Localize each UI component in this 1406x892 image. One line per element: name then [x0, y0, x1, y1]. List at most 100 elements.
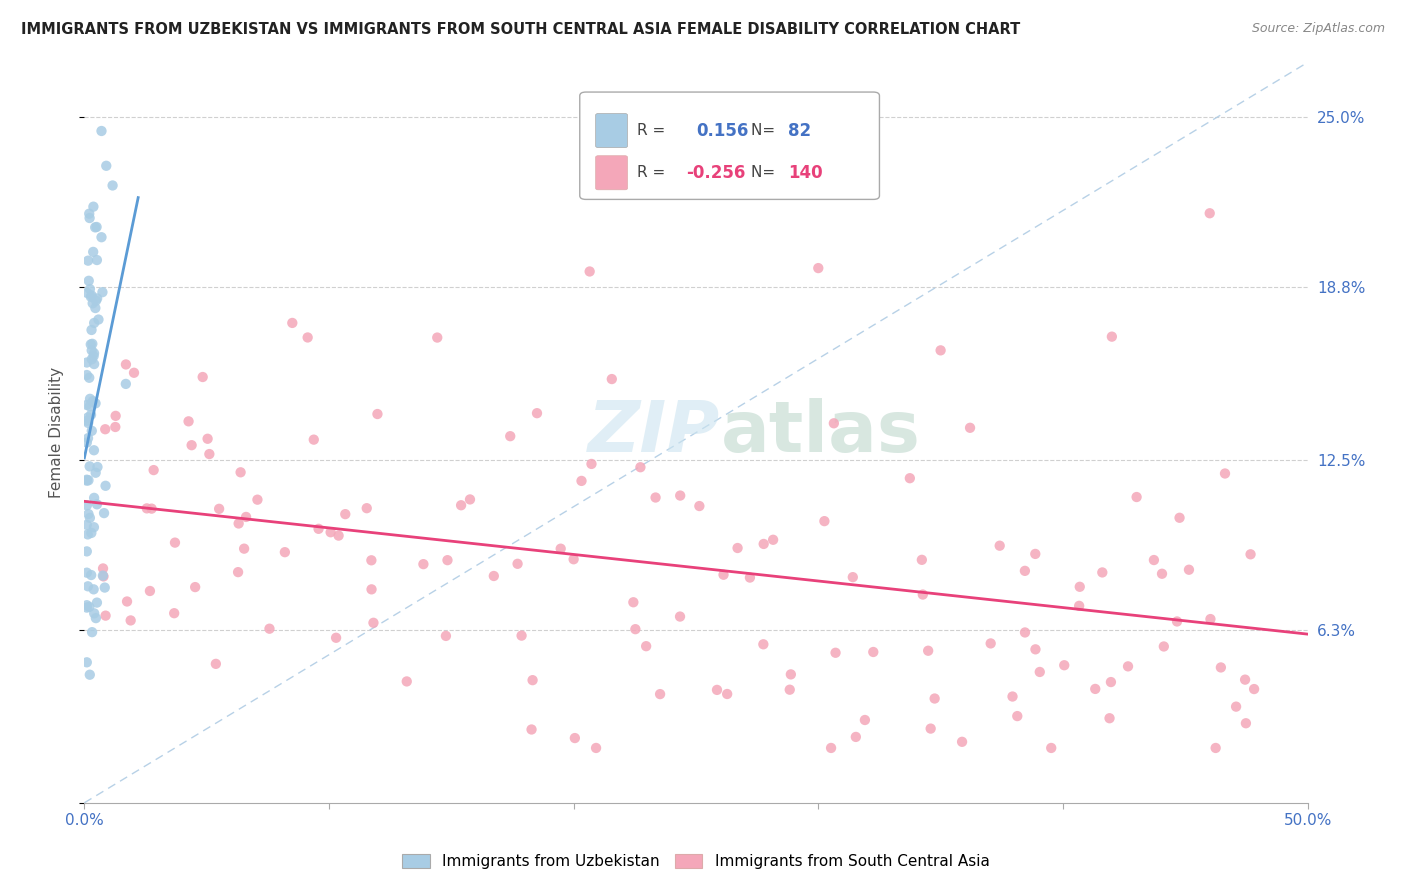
Point	[80, 337, 103, 351]
Point	[80, 568, 103, 582]
Point	[706, 682, 728, 697]
Point	[233, 541, 256, 556]
Point	[1205, 741, 1227, 756]
Point	[76, 398, 98, 412]
Point	[191, 370, 214, 384]
Point	[727, 541, 749, 555]
Point	[76, 435, 98, 450]
Point	[898, 471, 921, 485]
Point	[205, 657, 228, 671]
Point	[79, 459, 101, 474]
Point	[1024, 642, 1046, 657]
Point	[1069, 599, 1091, 613]
Point	[139, 584, 162, 599]
Point	[228, 516, 250, 531]
Point	[853, 713, 876, 727]
Point	[77, 416, 100, 430]
Point	[83, 316, 105, 330]
Point	[325, 631, 347, 645]
Point	[688, 499, 710, 513]
Point	[752, 637, 775, 651]
Point	[80, 525, 103, 540]
Point	[82, 336, 104, 351]
Point	[86, 596, 108, 610]
Point	[77, 253, 100, 268]
Point	[1225, 699, 1247, 714]
Point	[648, 687, 671, 701]
Point	[79, 282, 101, 296]
Point	[950, 735, 973, 749]
Point	[76, 498, 98, 512]
Point	[80, 408, 103, 422]
Point	[807, 261, 830, 276]
Point	[1213, 467, 1236, 481]
Point	[1029, 665, 1052, 679]
Text: IMMIGRANTS FROM UZBEKISTAN VS IMMIGRANTS FROM SOUTH CENTRAL ASIA FEMALE DISABILI: IMMIGRANTS FROM UZBEKISTAN VS IMMIGRANTS…	[21, 22, 1021, 37]
Point	[76, 285, 98, 300]
Point	[1166, 615, 1188, 629]
Point	[360, 553, 382, 567]
Point	[86, 460, 108, 475]
Text: ZIP: ZIP	[588, 398, 720, 467]
Point	[77, 274, 100, 288]
Point	[114, 376, 136, 391]
Point	[1209, 660, 1232, 674]
Point	[1101, 329, 1123, 343]
Point	[79, 211, 101, 225]
Point	[101, 178, 124, 193]
Point	[83, 607, 105, 621]
Point	[91, 285, 114, 300]
Point	[104, 409, 127, 423]
Point	[163, 535, 186, 549]
Point	[76, 414, 98, 428]
Point	[436, 553, 458, 567]
Point	[94, 422, 117, 436]
Point	[1014, 564, 1036, 578]
Point	[76, 566, 98, 580]
Point	[1125, 490, 1147, 504]
Point	[93, 506, 115, 520]
Point	[79, 392, 101, 406]
Point	[79, 599, 101, 614]
Point	[86, 219, 108, 234]
Point	[80, 352, 103, 367]
Point	[520, 723, 543, 737]
Point	[163, 606, 186, 620]
Point	[628, 460, 651, 475]
Point	[80, 290, 103, 304]
Point	[77, 473, 100, 487]
Point	[86, 253, 108, 268]
Point	[716, 687, 738, 701]
Point	[177, 414, 200, 428]
Point	[1199, 612, 1222, 626]
Point	[600, 372, 623, 386]
Point	[90, 230, 112, 244]
Point	[96, 159, 118, 173]
Point	[1069, 580, 1091, 594]
Point	[82, 200, 104, 214]
Point	[84, 301, 107, 315]
Point	[77, 507, 100, 521]
Point	[1040, 741, 1063, 756]
Point	[83, 357, 105, 371]
Point	[104, 420, 127, 434]
Point	[752, 537, 775, 551]
Point	[820, 741, 842, 756]
Point	[91, 568, 114, 582]
Point	[80, 288, 103, 302]
Point	[84, 611, 107, 625]
Point	[93, 581, 115, 595]
Point	[76, 355, 98, 369]
Point	[738, 570, 761, 584]
Point	[1143, 553, 1166, 567]
Point	[229, 465, 252, 479]
Point	[924, 691, 946, 706]
Point	[506, 557, 529, 571]
Point	[1234, 673, 1257, 687]
Point	[562, 552, 585, 566]
Point	[980, 636, 1002, 650]
Point	[522, 673, 544, 688]
Point	[862, 645, 884, 659]
Point	[813, 514, 835, 528]
Point	[86, 497, 108, 511]
